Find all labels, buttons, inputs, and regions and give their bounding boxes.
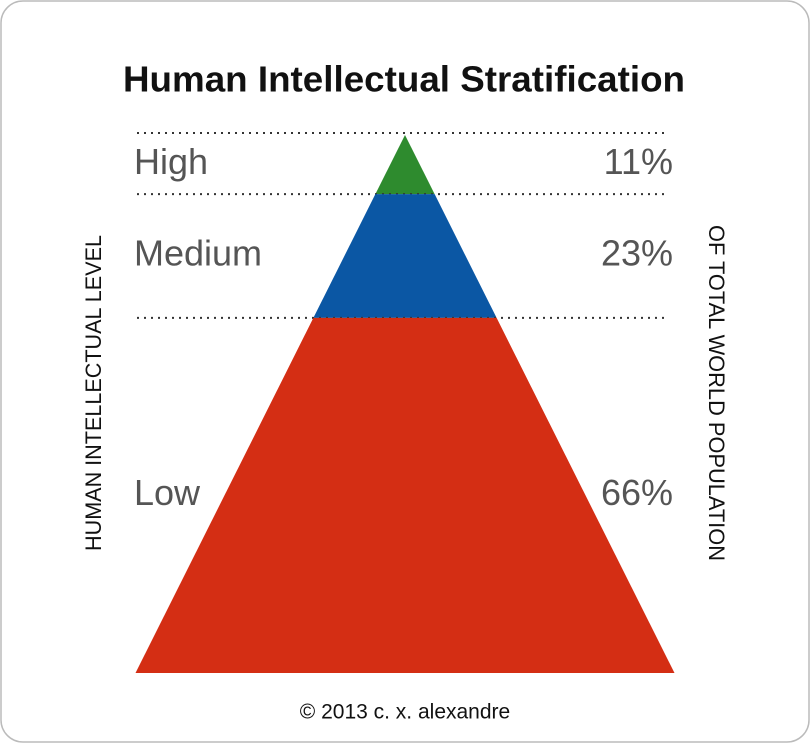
value-label: 11%: [604, 141, 673, 182]
pyramid-segment: [135, 317, 675, 673]
category-label: High: [134, 141, 208, 182]
category-label: Medium: [134, 233, 262, 274]
right-axis-label: OF TOTAL WORLD POPULATION: [704, 225, 729, 561]
category-label: Low: [134, 472, 201, 513]
value-label: 23%: [601, 233, 673, 274]
left-axis-label: HUMAN INTELLECTUAL LEVEL: [81, 235, 106, 551]
pyramid-segment: [313, 194, 497, 318]
pyramid-segment: [375, 135, 435, 195]
value-label: 66%: [601, 472, 673, 513]
chart-title: Human Intellectual Stratification: [123, 59, 685, 100]
footer: © 2013 c. x. alexandre: [300, 701, 510, 724]
